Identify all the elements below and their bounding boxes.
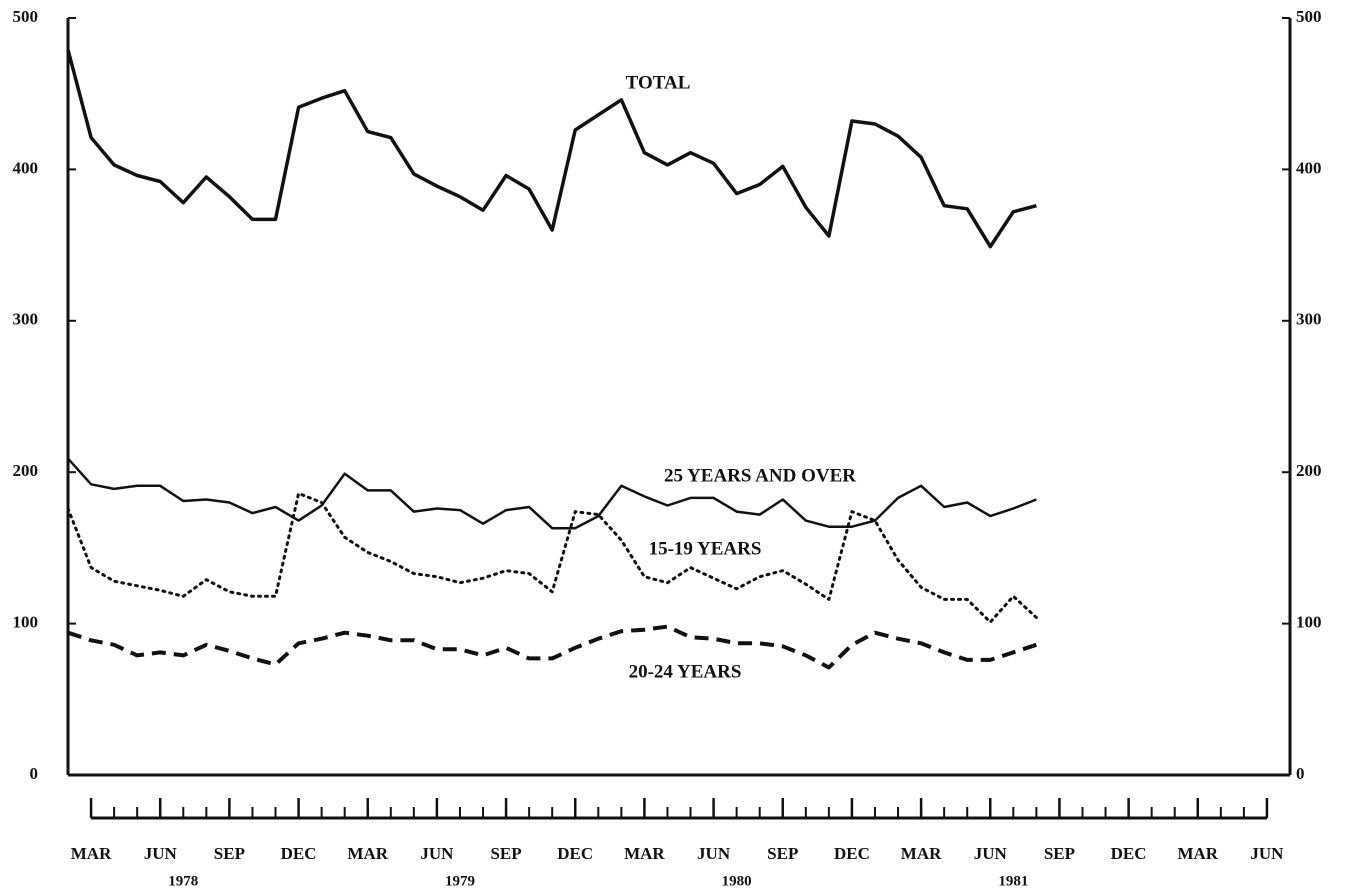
x-tick-label: MAR (901, 844, 942, 863)
x-tick-label: MAR (624, 844, 665, 863)
series-label: TOTAL (626, 72, 691, 93)
x-tick-label: DEC (834, 844, 870, 863)
year-label: 1979 (445, 873, 475, 888)
series-line (67, 624, 1038, 670)
year-label: 1978 (168, 873, 198, 888)
y2-tick-label: 300 (1296, 310, 1322, 329)
x-tick-label: MAR (71, 844, 112, 863)
year-label: 1981 (998, 873, 1028, 888)
series-line (67, 457, 1037, 530)
x-tick-label: SEP (214, 844, 245, 863)
x-tick-label: DEC (1111, 844, 1147, 863)
y2-tick-label: 500 (1296, 7, 1322, 26)
y2-tick-label: 200 (1296, 461, 1322, 480)
y-tick-label: 100 (13, 613, 39, 632)
x-tick-label: DEC (281, 844, 317, 863)
series-label: 15-19 YEARS (649, 538, 762, 559)
y-tick-label: 0 (30, 764, 39, 783)
x-tick-label: MAR (1177, 844, 1218, 863)
x-tick-label: DEC (557, 844, 593, 863)
y-tick-label: 200 (13, 461, 39, 480)
x-tick-label: SEP (767, 844, 798, 863)
series-line (66, 49, 1037, 249)
x-tick-label: SEP (1044, 844, 1075, 863)
y2-tick-label: 0 (1296, 764, 1305, 783)
y2-tick-label: 100 (1296, 613, 1322, 632)
series-label: 25 YEARS AND OVER (664, 465, 856, 486)
year-label: 1980 (722, 873, 752, 888)
x-tick-label: JUN (1250, 844, 1284, 863)
y-tick-label: 500 (13, 7, 39, 26)
y-tick-label: 400 (13, 158, 39, 177)
series-label: 20-24 YEARS (629, 661, 742, 682)
x-tick-label: JUN (420, 844, 454, 863)
x-tick-label: JUN (144, 844, 178, 863)
x-tick-label: JUN (974, 844, 1008, 863)
x-tick-label: MAR (347, 844, 388, 863)
series-line (66, 491, 1038, 624)
y2-tick-label: 400 (1296, 158, 1322, 177)
x-tick-label: SEP (490, 844, 521, 863)
x-tick-label: JUN (697, 844, 731, 863)
y-tick-label: 300 (13, 310, 39, 329)
